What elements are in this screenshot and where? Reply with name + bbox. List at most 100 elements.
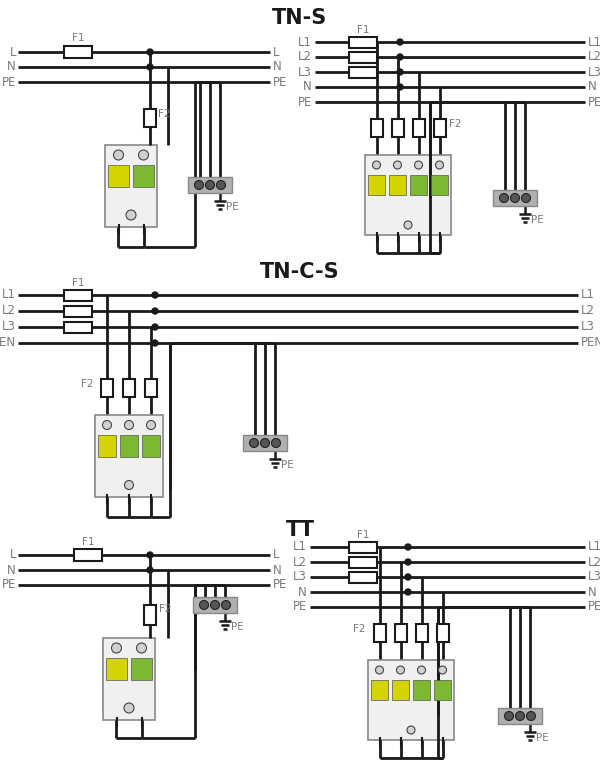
Circle shape: [112, 643, 121, 653]
Text: L3: L3: [298, 65, 312, 78]
Bar: [123, 379, 135, 397]
Circle shape: [152, 340, 158, 346]
Circle shape: [211, 601, 220, 610]
Circle shape: [147, 64, 153, 70]
Text: L2: L2: [298, 51, 312, 64]
Text: PE: PE: [298, 95, 312, 108]
Text: L3: L3: [2, 320, 16, 333]
Text: L: L: [273, 45, 280, 58]
Circle shape: [260, 439, 269, 448]
Bar: [371, 119, 383, 137]
Bar: [103, 638, 155, 720]
Text: L2: L2: [293, 555, 307, 568]
Text: L: L: [273, 548, 280, 561]
Circle shape: [271, 439, 281, 448]
Circle shape: [405, 559, 411, 565]
Circle shape: [373, 161, 380, 169]
Bar: [74, 549, 102, 561]
Text: PE: PE: [231, 622, 244, 632]
Circle shape: [194, 180, 203, 190]
Text: F1: F1: [72, 33, 84, 43]
Text: F2: F2: [449, 119, 462, 129]
Text: PE: PE: [588, 601, 600, 614]
Text: N: N: [303, 81, 312, 94]
Circle shape: [139, 150, 149, 160]
Circle shape: [499, 194, 509, 203]
Circle shape: [205, 180, 215, 190]
Text: PE: PE: [273, 578, 287, 591]
Text: F2: F2: [353, 624, 365, 634]
Circle shape: [137, 643, 146, 653]
Text: L: L: [10, 45, 16, 58]
Bar: [101, 379, 113, 397]
Bar: [144, 605, 156, 625]
Circle shape: [505, 711, 514, 720]
Text: F1: F1: [82, 537, 94, 547]
Circle shape: [397, 84, 403, 90]
Text: L3: L3: [588, 571, 600, 584]
Circle shape: [397, 666, 404, 674]
Circle shape: [125, 421, 133, 429]
Circle shape: [439, 666, 446, 674]
Text: F2: F2: [158, 109, 170, 119]
Circle shape: [418, 666, 425, 674]
Circle shape: [407, 726, 415, 734]
Text: L3: L3: [581, 320, 595, 333]
Bar: [392, 119, 404, 137]
Circle shape: [405, 589, 411, 595]
Circle shape: [250, 439, 259, 448]
Bar: [120, 435, 138, 457]
Bar: [108, 165, 129, 187]
Text: F1: F1: [72, 278, 84, 288]
Text: L3: L3: [293, 571, 307, 584]
Bar: [365, 155, 451, 235]
Bar: [142, 435, 160, 457]
Text: F2: F2: [80, 379, 93, 389]
Text: PE: PE: [2, 75, 16, 88]
Circle shape: [113, 150, 124, 160]
Circle shape: [397, 69, 403, 75]
Bar: [188, 177, 232, 193]
Circle shape: [404, 221, 412, 229]
Bar: [410, 175, 427, 195]
Bar: [243, 435, 287, 451]
Bar: [131, 658, 152, 680]
Text: L1: L1: [581, 289, 595, 302]
Circle shape: [515, 711, 524, 720]
Bar: [349, 37, 377, 48]
Circle shape: [146, 421, 155, 429]
Bar: [64, 322, 92, 333]
Circle shape: [125, 481, 133, 489]
Bar: [373, 624, 386, 642]
Bar: [349, 571, 377, 582]
Bar: [415, 624, 427, 642]
Bar: [437, 624, 449, 642]
Bar: [498, 708, 542, 724]
Circle shape: [103, 421, 112, 429]
Text: N: N: [588, 81, 597, 94]
Text: PEN: PEN: [581, 336, 600, 349]
Circle shape: [397, 54, 403, 60]
Bar: [144, 109, 156, 127]
Text: TN-S: TN-S: [272, 8, 328, 28]
Bar: [434, 680, 451, 700]
Text: N: N: [273, 61, 282, 74]
Circle shape: [147, 49, 153, 55]
Bar: [106, 658, 127, 680]
Text: F2: F2: [159, 604, 172, 614]
Text: PE: PE: [273, 75, 287, 88]
Bar: [431, 175, 448, 195]
Bar: [395, 624, 407, 642]
Bar: [413, 119, 425, 137]
Bar: [389, 175, 406, 195]
Text: L1: L1: [588, 541, 600, 554]
Circle shape: [527, 711, 536, 720]
Circle shape: [152, 324, 158, 330]
Text: L: L: [10, 548, 16, 561]
Circle shape: [147, 567, 153, 573]
Circle shape: [147, 552, 153, 558]
Bar: [493, 190, 537, 206]
Text: L1: L1: [293, 541, 307, 554]
Text: PE: PE: [281, 460, 294, 470]
Circle shape: [436, 161, 443, 169]
